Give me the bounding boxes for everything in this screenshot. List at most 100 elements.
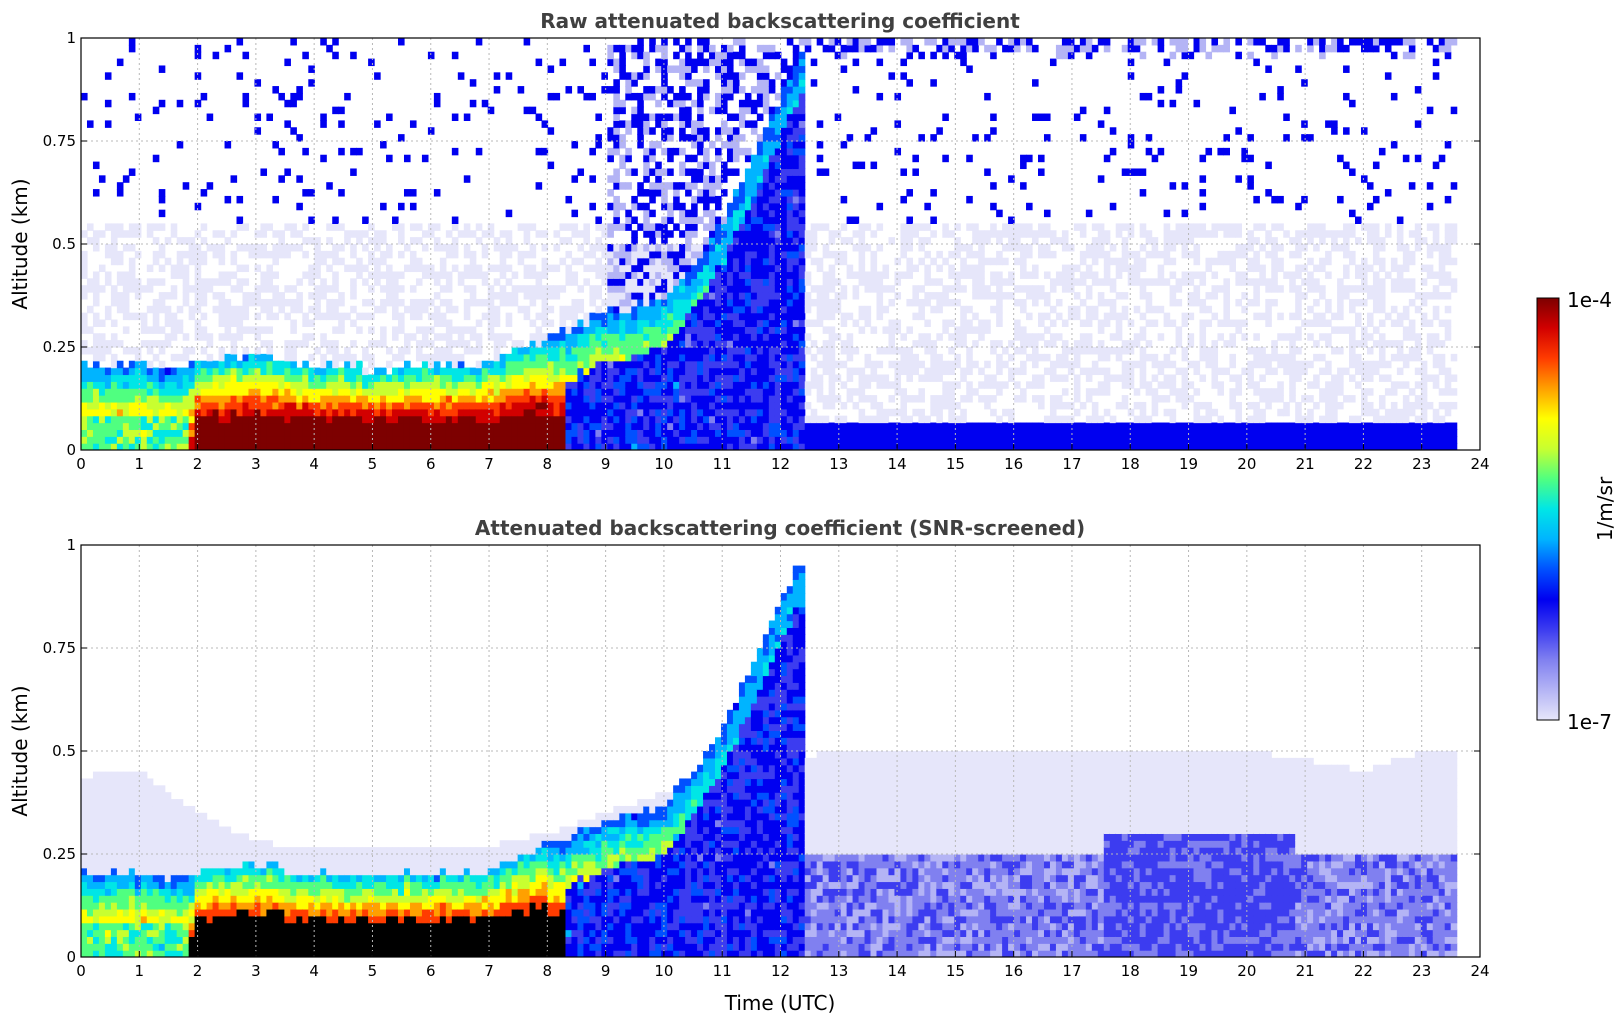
heatmap-cell — [703, 381, 710, 389]
heatmap-cell — [691, 154, 698, 163]
heatmap-cell — [930, 436, 937, 444]
heatmap-cell — [709, 264, 716, 273]
heatmap-cell — [786, 347, 794, 355]
heatmap-cell — [499, 340, 507, 348]
heatmap-cell — [756, 79, 764, 87]
heatmap-cell — [98, 333, 106, 341]
heatmap-cell — [990, 271, 997, 279]
heatmap-cell — [230, 271, 238, 279]
heatmap-cell — [374, 415, 381, 424]
heatmap-cell — [254, 353, 262, 362]
heatmap-cell — [577, 367, 585, 376]
heatmap-cell — [1049, 333, 1057, 341]
heatmap-cell — [1073, 443, 1081, 450]
heatmap-cell — [409, 257, 417, 266]
heatmap-cell — [697, 44, 704, 53]
heatmap-cell — [601, 230, 608, 238]
heatmap-cell — [164, 415, 172, 424]
heatmap-cell — [625, 244, 632, 252]
heatmap-cell — [649, 319, 656, 327]
heatmap-cell — [421, 443, 429, 450]
heatmap-cell — [332, 38, 339, 46]
heatmap-cell — [673, 436, 680, 444]
heatmap-cell — [601, 353, 608, 362]
heatmap-cell — [738, 415, 746, 424]
heatmap-cell — [356, 367, 363, 376]
heatmap-cell — [942, 326, 949, 334]
heatmap-cell — [1008, 278, 1015, 286]
heatmap-cell — [996, 250, 1003, 259]
heatmap-cell — [1032, 237, 1039, 245]
heatmap-cell — [703, 340, 710, 348]
heatmap-cell — [726, 147, 734, 156]
heatmap-cell — [571, 401, 579, 410]
heatmap-cell — [607, 353, 614, 362]
heatmap-cell — [798, 65, 806, 73]
heatmap-cell — [445, 333, 453, 341]
heatmap-cell — [756, 443, 764, 450]
heatmap-cell — [1020, 298, 1027, 307]
heatmap-cell — [314, 415, 321, 424]
heatmap-cell — [505, 244, 513, 252]
heatmap-cell — [703, 175, 710, 183]
heatmap-cell — [1079, 319, 1087, 327]
heatmap-cell — [750, 120, 758, 128]
heatmap-cell — [715, 340, 722, 348]
heatmap-cell — [242, 436, 250, 444]
heatmap-cell — [930, 360, 937, 369]
heatmap-cell — [673, 51, 680, 60]
heatmap-cell — [691, 182, 698, 190]
heatmap-cell — [517, 305, 525, 314]
heatmap-cell — [463, 429, 471, 437]
heatmap-cell — [846, 388, 854, 396]
heatmap-cell — [954, 436, 961, 444]
heatmap-cell — [392, 278, 399, 286]
heatmap-cell — [792, 347, 800, 355]
heatmap-cell — [780, 381, 788, 389]
heatmap-cell — [912, 395, 919, 403]
heatmap-cell — [350, 340, 357, 348]
heatmap-cell — [637, 305, 644, 314]
heatmap-cell — [786, 367, 794, 376]
heatmap-cell — [738, 244, 746, 252]
heatmap-cell — [679, 106, 686, 115]
heatmap-cell — [1097, 436, 1105, 444]
heatmap-cell — [691, 443, 698, 450]
heatmap-cell — [786, 278, 794, 286]
heatmap-cell — [362, 298, 369, 307]
heatmap-cell — [242, 374, 250, 382]
heatmap-cell — [720, 127, 728, 135]
heatmap-cell — [822, 395, 830, 403]
heatmap-cell — [685, 237, 692, 245]
heatmap-cell — [726, 168, 734, 176]
heatmap-cell — [128, 360, 136, 369]
heatmap-cell — [816, 120, 824, 128]
heatmap-cell — [146, 340, 154, 348]
heatmap-cell — [380, 367, 387, 376]
heatmap-cell — [433, 312, 441, 321]
heatmap-cell — [918, 374, 925, 382]
heatmap-cell — [637, 367, 644, 376]
heatmap-cell — [170, 388, 178, 396]
heatmap-cell — [1002, 381, 1009, 389]
heatmap-cell — [601, 408, 608, 417]
heatmap-cell — [984, 134, 991, 142]
heatmap-cell — [691, 305, 698, 314]
heatmap-cell — [894, 436, 902, 444]
heatmap-cell — [972, 223, 979, 231]
heatmap-cell — [1097, 347, 1105, 355]
heatmap-cell — [768, 134, 776, 142]
heatmap-cell — [523, 367, 531, 376]
heatmap-cell — [637, 395, 644, 403]
heatmap-cell — [858, 388, 866, 396]
heatmap-cell — [673, 65, 680, 73]
heatmap-cell — [98, 443, 106, 450]
heatmap-cell — [86, 223, 94, 231]
heatmap-cell — [900, 271, 908, 279]
heatmap-cell — [517, 340, 525, 348]
heatmap-cell — [392, 367, 399, 376]
heatmap-cell — [750, 154, 758, 163]
heatmap-cell — [445, 429, 453, 437]
heatmap-cell — [236, 360, 244, 369]
heatmap-cell — [876, 298, 884, 307]
